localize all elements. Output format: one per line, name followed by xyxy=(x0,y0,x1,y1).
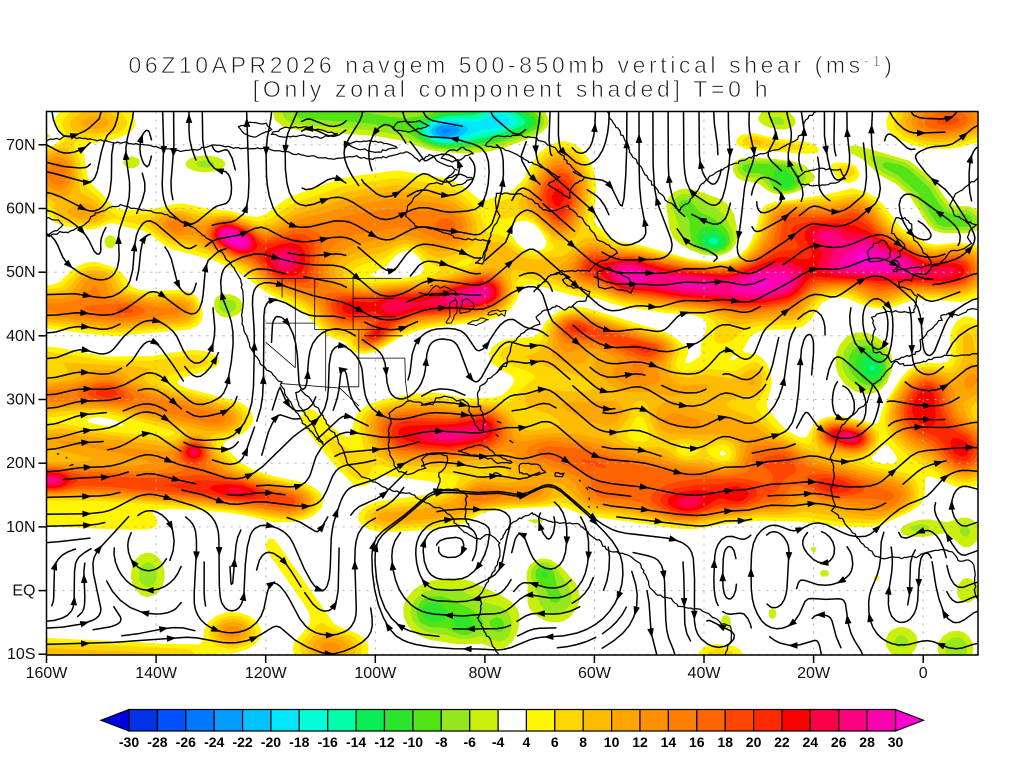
svg-text:-26: -26 xyxy=(176,734,196,750)
svg-text:20: 20 xyxy=(746,734,762,750)
svg-text:50N: 50N xyxy=(6,264,35,281)
svg-text:-24: -24 xyxy=(204,734,224,750)
svg-text:24: 24 xyxy=(803,734,819,750)
svg-text:40N: 40N xyxy=(6,328,35,345)
svg-text:20W: 20W xyxy=(797,665,831,682)
svg-text:40W: 40W xyxy=(688,665,722,682)
svg-text:30: 30 xyxy=(888,734,904,750)
svg-text:120W: 120W xyxy=(245,665,288,682)
svg-text:-18: -18 xyxy=(289,734,309,750)
svg-text:-14: -14 xyxy=(346,734,366,750)
svg-text:[Only zonal component shaded]: [Only zonal component shaded] T=0 h xyxy=(253,76,771,102)
svg-text:0: 0 xyxy=(919,665,928,682)
svg-text:18: 18 xyxy=(717,734,733,750)
svg-text:-28: -28 xyxy=(147,734,167,750)
svg-text:10N: 10N xyxy=(6,519,35,536)
svg-text:60W: 60W xyxy=(578,665,612,682)
svg-text:20N: 20N xyxy=(6,455,35,472)
svg-text:-20: -20 xyxy=(261,734,281,750)
svg-text:-10: -10 xyxy=(403,734,423,750)
svg-text:28: 28 xyxy=(859,734,875,750)
svg-text:10: 10 xyxy=(604,734,620,750)
svg-text:6: 6 xyxy=(551,734,559,750)
svg-text:100W: 100W xyxy=(354,665,397,682)
svg-text:22: 22 xyxy=(774,734,790,750)
svg-text:-8: -8 xyxy=(435,734,448,750)
svg-text:12: 12 xyxy=(632,734,648,750)
svg-text:-22: -22 xyxy=(232,734,252,750)
svg-text:14: 14 xyxy=(661,734,677,750)
svg-text:26: 26 xyxy=(831,734,847,750)
svg-text:80W: 80W xyxy=(468,665,502,682)
svg-text:-12: -12 xyxy=(374,734,394,750)
svg-text:EQ: EQ xyxy=(12,583,35,600)
svg-text:8: 8 xyxy=(579,734,587,750)
svg-text:-6: -6 xyxy=(463,734,476,750)
svg-text:06Z10APR2026 navgem 500-850mb: 06Z10APR2026 navgem 500-850mb vertical s… xyxy=(128,52,895,78)
svg-text:-30: -30 xyxy=(119,734,139,750)
svg-text:60N: 60N xyxy=(6,201,35,218)
svg-text:16: 16 xyxy=(689,734,705,750)
svg-text:70N: 70N xyxy=(6,137,35,154)
svg-text:30N: 30N xyxy=(6,392,35,409)
svg-text:-4: -4 xyxy=(492,734,505,750)
svg-text:160W: 160W xyxy=(26,665,69,682)
svg-text:4: 4 xyxy=(523,734,531,750)
svg-text:-16: -16 xyxy=(318,734,338,750)
svg-text:140W: 140W xyxy=(135,665,178,682)
svg-text:10S: 10S xyxy=(7,646,35,663)
